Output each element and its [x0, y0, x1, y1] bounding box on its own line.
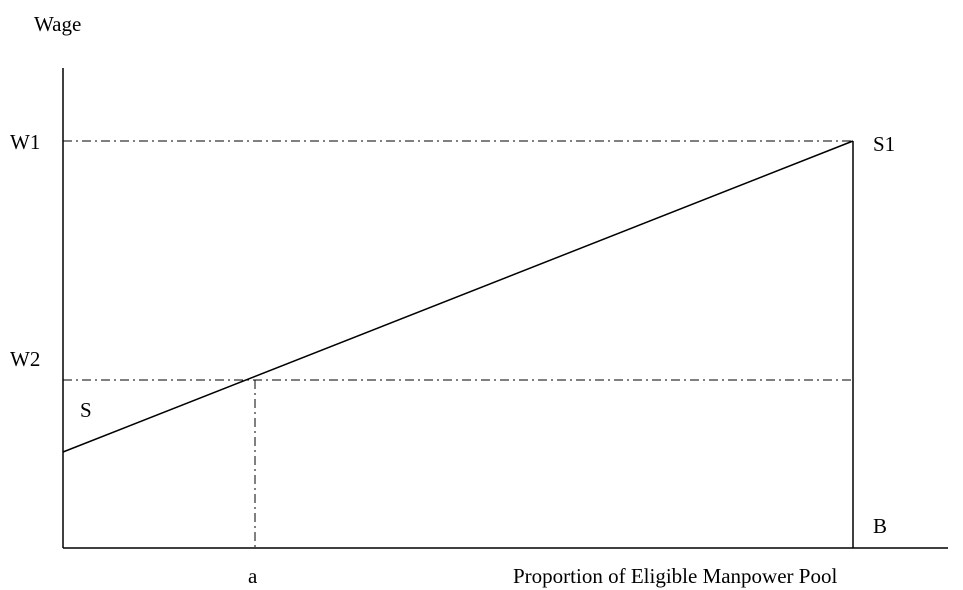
x-axis-label: Proportion of Eligible Manpower Pool — [513, 564, 838, 588]
s-label: S — [80, 398, 92, 422]
y-axis-label: Wage — [34, 12, 82, 36]
s1-label: S1 — [873, 132, 896, 156]
a-label: a — [248, 564, 258, 588]
b-label: B — [873, 514, 888, 538]
w1-label: W1 — [10, 130, 41, 154]
w2-label: W2 — [10, 347, 41, 371]
supply-curve — [62, 140, 854, 453]
